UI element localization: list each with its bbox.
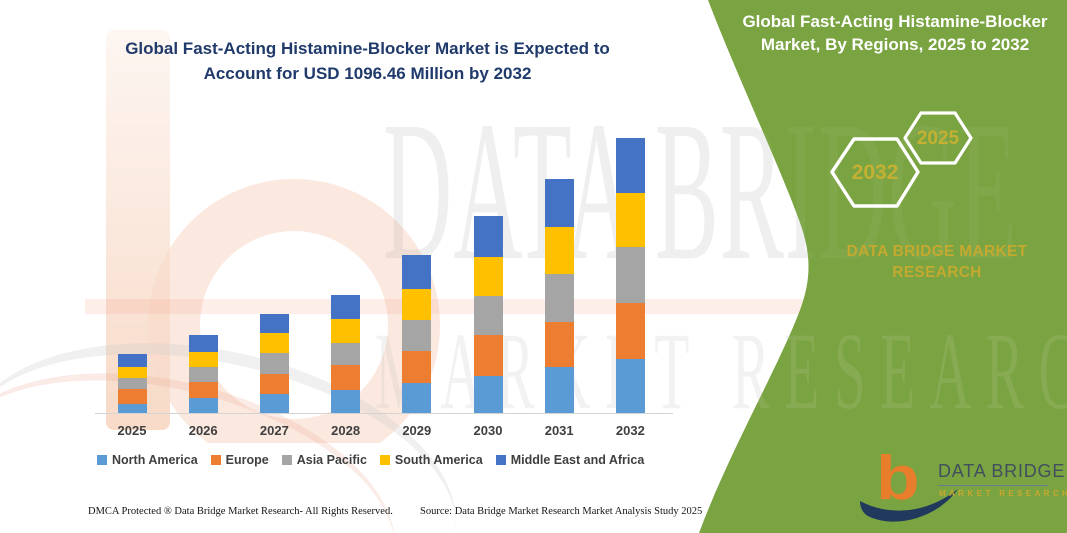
bar-2032 <box>615 138 645 413</box>
bar-segment-2031 <box>544 179 574 227</box>
bar-segment-2025 <box>117 367 147 379</box>
panel-title-line1: Global Fast-Acting Histamine-Blocker <box>742 12 1048 31</box>
legend-label: South America <box>394 453 483 467</box>
bar-segment-2025 <box>117 403 147 413</box>
legend-swatch-icon <box>210 455 221 465</box>
logo-b-icon: b <box>876 444 920 513</box>
brand-caption-line1: DATA BRIDGE MARKET <box>846 243 1028 260</box>
panel-title: Global Fast-Acting Histamine-Blocker Mar… <box>730 10 1060 56</box>
legend-label: Middle East and Africa <box>510 453 645 467</box>
legend-item: South America <box>379 453 483 467</box>
bar-segment-2032 <box>615 192 645 248</box>
logo-brand-text: DATA BRIDGE <box>938 461 1066 481</box>
x-axis-label: 2032 <box>615 423 645 438</box>
bar-segment-2032 <box>615 138 645 193</box>
logo-divider <box>938 485 1048 486</box>
bar-segment-2029 <box>402 288 432 321</box>
bar-2025 <box>117 353 147 413</box>
chart-title: Global Fast-Acting Histamine-Blocker Mar… <box>95 36 640 86</box>
hexagon-back-year: 2032 <box>851 161 899 184</box>
bar-segment-2030 <box>473 257 503 296</box>
x-axis-label: 2028 <box>331 423 361 438</box>
bar-segment-2031 <box>544 367 574 413</box>
legend-item: North America <box>97 453 198 467</box>
bar-2026 <box>188 334 218 413</box>
bar-segment-2028 <box>331 390 361 413</box>
hexagon-2032-icon <box>830 137 920 208</box>
stacked-bar-chart <box>95 133 673 414</box>
bar-segment-2027 <box>259 373 289 394</box>
bar-segment-2028 <box>331 294 361 319</box>
legend-item: Asia Pacific <box>281 453 367 467</box>
x-axis-label: 2025 <box>117 423 147 438</box>
bar-segment-2029 <box>402 320 432 352</box>
logo-subtext: MARKET RESEARCH <box>939 489 1067 498</box>
chart-title-line2: Account for USD 1096.46 Million by 2032 <box>203 64 532 83</box>
legend-swatch-icon <box>495 455 506 465</box>
x-axis-label: 2026 <box>188 423 218 438</box>
legend-label: Asia Pacific <box>296 453 367 467</box>
bar-segment-2027 <box>259 313 289 333</box>
legend-item: Europe <box>210 453 269 467</box>
bar-2031 <box>544 179 574 413</box>
logo-swoosh-icon <box>860 489 958 522</box>
legend-item: Middle East and Africa <box>495 453 645 467</box>
bar-segment-2028 <box>331 342 361 366</box>
legend-swatch-icon <box>379 455 390 465</box>
bar-segment-2028 <box>331 318 361 343</box>
bar-segment-2030 <box>473 375 503 413</box>
bar-2028 <box>331 294 361 413</box>
bar-segment-2026 <box>188 381 218 398</box>
bar-segment-2026 <box>188 334 218 352</box>
bar-segment-2026 <box>188 367 218 382</box>
bar-segment-2027 <box>259 353 289 374</box>
bar-segment-2030 <box>473 216 503 258</box>
bar-segment-2031 <box>544 274 574 322</box>
bar-2027 <box>259 313 289 413</box>
x-axis-label: 2031 <box>544 423 574 438</box>
legend-swatch-icon <box>97 455 107 465</box>
bar-segment-2030 <box>473 295 503 335</box>
brand-caption-line2: RESEARCH <box>892 264 982 281</box>
bar-segment-2025 <box>117 353 147 368</box>
bar-segment-2027 <box>259 332 289 354</box>
bar-segment-2030 <box>473 334 503 376</box>
bar-segment-2032 <box>615 358 645 413</box>
bar-segment-2025 <box>117 378 147 389</box>
legend-label: Europe <box>225 453 269 467</box>
brand-caption: DATA BRIDGE MARKET RESEARCH <box>837 241 1037 283</box>
bar-2029 <box>402 255 432 413</box>
bar-segment-2026 <box>188 398 218 413</box>
bar-segment-2029 <box>402 351 432 383</box>
hexagon-front-year: 2025 <box>916 128 960 149</box>
hexagon-2025-icon <box>903 111 973 165</box>
bar-segment-2029 <box>402 255 432 289</box>
x-axis-label: 2030 <box>473 423 503 438</box>
chart-legend: North America Europe Asia Pacific South Ame… <box>97 453 697 467</box>
bar-segment-2031 <box>544 321 574 368</box>
x-axis-label: 2027 <box>259 423 289 438</box>
legend-label: North America <box>112 453 198 467</box>
bar-segment-2028 <box>331 365 361 391</box>
x-axis-label: 2029 <box>402 423 432 438</box>
bar-segment-2029 <box>402 382 432 413</box>
bar-segment-2031 <box>544 226 574 275</box>
bar-segment-2025 <box>117 388 147 404</box>
bar-2030 <box>473 216 503 413</box>
footer-dmca: DMCA Protected ® Data Bridge Market Rese… <box>88 506 393 517</box>
x-axis-labels: 2025 2026 2027 2028 2029 2030 2031 2032 <box>95 423 673 441</box>
legend-swatch-icon <box>281 455 292 465</box>
hexagon-badges <box>830 111 973 208</box>
footer-source: Source: Data Bridge Market Research Mark… <box>420 506 703 517</box>
bar-segment-2026 <box>188 351 218 368</box>
panel-title-line2: Market, By Regions, 2025 to 2032 <box>760 35 1030 54</box>
bar-segment-2032 <box>615 302 645 359</box>
bar-segment-2032 <box>615 247 645 303</box>
bar-segment-2027 <box>259 393 289 413</box>
chart-title-line1: Global Fast-Acting Histamine-Blocker Mar… <box>125 39 610 58</box>
